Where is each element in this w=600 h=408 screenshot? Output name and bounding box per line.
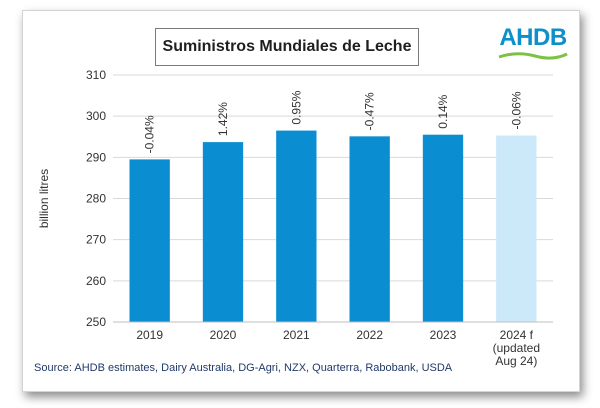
x-tick-label: 2020: [210, 328, 237, 342]
bar: [276, 130, 317, 322]
y-tick-label: 260: [86, 274, 106, 288]
x-tick-label: 2022: [356, 328, 383, 342]
y-tick-label: 310: [86, 68, 106, 82]
y-tick-label: 270: [86, 233, 106, 247]
bar: [422, 134, 464, 322]
data-label: 0.14%: [436, 94, 450, 128]
bar: [129, 159, 170, 322]
y-axis-label: billion litres: [37, 169, 51, 228]
x-tick-label: 2023: [430, 328, 457, 342]
x-tick-label: 2021: [283, 328, 310, 342]
y-tick-label: 250: [86, 315, 106, 329]
source-note: Source: AHDB estimates, Dairy Australia,…: [34, 362, 453, 374]
data-label: 1.42%: [216, 102, 230, 136]
data-label: -0.47%: [363, 92, 377, 130]
chart-title: Suministros Mundiales de Leche: [155, 28, 419, 66]
data-label: 0.95%: [289, 90, 303, 124]
x-tick-label: 2019: [136, 328, 163, 342]
logo-text: AHDB: [499, 24, 567, 51]
y-tick-label: 290: [86, 150, 106, 164]
bar: [349, 136, 390, 322]
data-label: -0.04%: [143, 115, 157, 153]
data-label: -0.06%: [509, 91, 523, 129]
ahdb-logo: AHDB: [497, 23, 569, 63]
bar: [496, 135, 537, 322]
bar: [202, 142, 244, 322]
x-tick-label: 2024 f (updated Aug 24): [493, 328, 540, 368]
y-tick-label: 280: [86, 192, 106, 206]
logo-wave-icon: [498, 52, 568, 60]
y-tick-label: 300: [86, 109, 106, 123]
